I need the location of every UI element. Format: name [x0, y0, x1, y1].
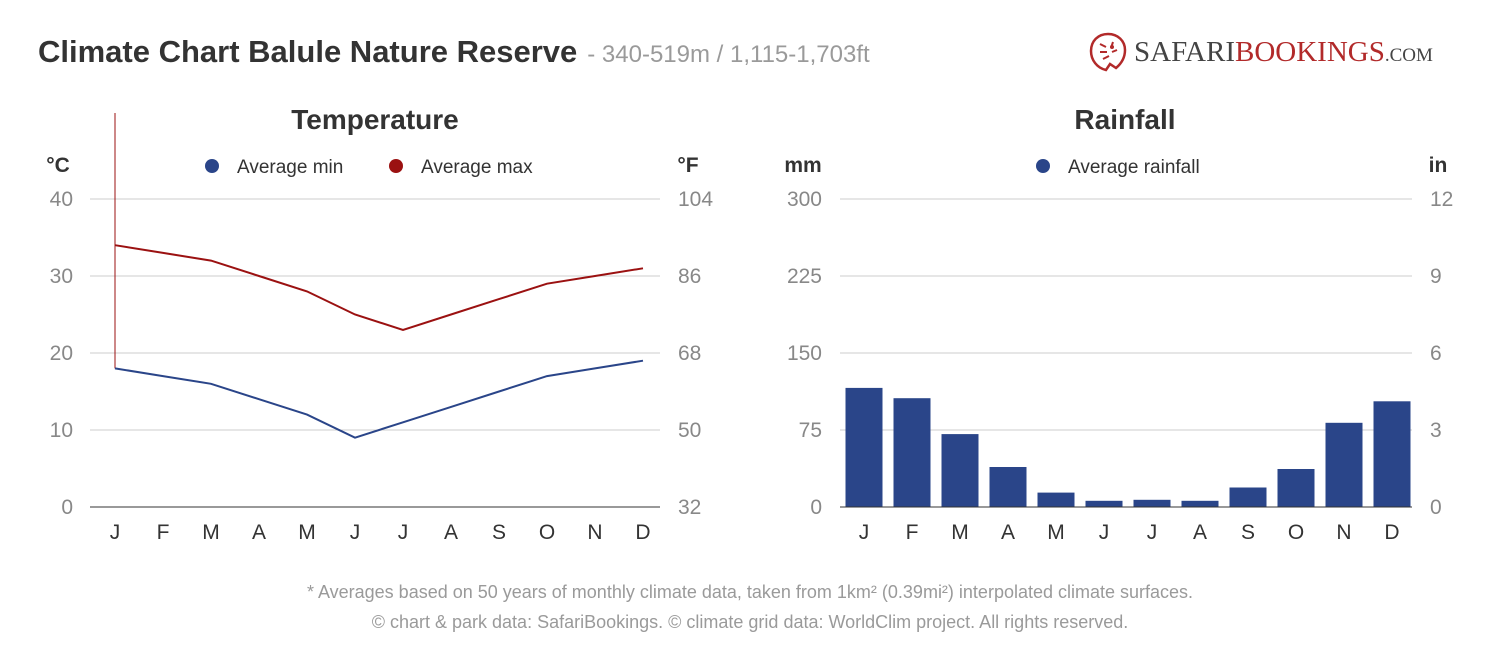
footer-credit: © chart & park data: SafariBookings. © c…	[371, 612, 1129, 632]
temperature-right-tick-label: 50	[678, 419, 701, 442]
temperature-left-tick-label: 20	[50, 342, 73, 365]
rainfall-left-unit: mm	[784, 154, 821, 177]
temperature-right-tick-label: 86	[678, 265, 701, 288]
rainfall-bar[interactable]	[1181, 500, 1219, 507]
temperature-right-unit: °F	[677, 154, 698, 177]
rainfall-x-tick-label: A	[1001, 521, 1015, 544]
temperature-x-tick-label: A	[252, 521, 266, 544]
rainfall-right-tick-label: 12	[1430, 188, 1453, 211]
rainfall-left-tick-label: 150	[787, 342, 822, 365]
rainfall-right-unit: in	[1429, 154, 1448, 177]
rainfall-chart-title: Rainfall	[1074, 104, 1175, 135]
rainfall-right-ticks: 0 3 6 9 12	[1430, 188, 1453, 519]
rainfall-right-tick-label: 3	[1430, 419, 1442, 442]
rainfall-chart: Rainfall mm in Average rainfall 0 75 150 22…	[784, 104, 1453, 544]
temperature-x-tick-label: J	[110, 521, 121, 544]
temperature-x-tick-label: D	[635, 521, 650, 544]
rainfall-bar[interactable]	[941, 434, 979, 507]
safaribookings-logo[interactable]: SAFARIBOOKINGS.COM	[1086, 30, 1466, 76]
logo-part-com: .COM	[1384, 45, 1433, 66]
rainfall-right-tick-label: 0	[1430, 496, 1442, 519]
temperature-left-tick-label: 40	[50, 188, 73, 211]
rainfall-x-tick-label: F	[906, 521, 919, 544]
rainfall-x-tick-label: M	[951, 521, 969, 544]
temperature-x-tick-label: J	[350, 521, 361, 544]
temperature-chart: Temperature °C °F Average min Average ma…	[46, 104, 713, 544]
temperature-right-tick-label: 32	[678, 496, 701, 519]
rainfall-bar[interactable]	[1037, 492, 1075, 507]
rainfall-right-tick-label: 6	[1430, 342, 1442, 365]
temperature-x-tick-label: M	[298, 521, 316, 544]
rainfall-x-tick-label: J	[859, 521, 870, 544]
rainfall-bar[interactable]	[845, 387, 883, 507]
legend-rainfall-label[interactable]: Average rainfall	[1068, 157, 1200, 178]
rainfall-bar[interactable]	[1085, 500, 1123, 507]
temperature-right-tick-label: 68	[678, 342, 701, 365]
logo-part-bookings: BOOKINGS	[1235, 36, 1385, 68]
temperature-gridlines	[90, 198, 660, 431]
temperature-x-tick-label: M	[202, 521, 220, 544]
rainfall-x-tick-label: D	[1384, 521, 1399, 544]
rainfall-bar[interactable]	[1277, 469, 1315, 507]
rainfall-bar[interactable]	[893, 398, 931, 507]
temperature-left-ticks: 0 10 20 30 40	[50, 188, 73, 519]
legend-max-label[interactable]: Average max	[421, 157, 533, 178]
rainfall-x-tick-label: J	[1147, 521, 1158, 544]
rainfall-bar[interactable]	[1229, 487, 1267, 508]
series-line-average-max	[114, 244, 644, 331]
temperature-left-unit: °C	[46, 154, 70, 177]
legend-rainfall-marker	[1036, 159, 1050, 173]
legend-min-marker	[205, 159, 219, 173]
chart-header: Climate Chart Balule Nature Reserve - 340…	[38, 34, 870, 70]
rainfall-right-tick-label: 9	[1430, 265, 1442, 288]
elevation-subtitle: - 340-519m / 1,115-1,703ft	[587, 41, 870, 68]
temperature-x-tick-label: J	[398, 521, 409, 544]
rainfall-bar[interactable]	[1325, 422, 1363, 507]
rainfall-left-ticks: 0 75 150 225 300	[787, 188, 822, 519]
temperature-left-tick-label: 10	[50, 419, 73, 442]
temperature-x-tick-label: O	[539, 521, 555, 544]
rainfall-x-tick-label: M	[1047, 521, 1065, 544]
legend-max-marker	[389, 159, 403, 173]
temperature-right-ticks: 32 50 68 86 104	[678, 188, 713, 519]
temperature-x-tick-label: S	[492, 521, 506, 544]
page-title: Climate Chart Balule Nature Reserve	[38, 34, 578, 69]
rainfall-bars	[845, 387, 1411, 508]
rainfall-bar[interactable]	[1133, 499, 1171, 507]
rainfall-x-tick-label: N	[1336, 521, 1351, 544]
legend-min-label[interactable]: Average min	[237, 157, 343, 178]
rainfall-gridlines	[840, 198, 1412, 431]
temperature-right-tick-label: 104	[678, 188, 713, 211]
temperature-chart-title: Temperature	[291, 104, 459, 135]
rainfall-x-tick-label: S	[1241, 521, 1255, 544]
temperature-x-tick-label: F	[157, 521, 170, 544]
temperature-left-tick-label: 30	[50, 265, 73, 288]
series-line-average-min	[114, 359, 644, 439]
footer-note: * Averages based on 50 years of monthly …	[306, 582, 1194, 602]
rainfall-left-tick-label: 225	[787, 265, 822, 288]
lion-logo-icon	[1089, 32, 1127, 72]
rainfall-x-tick-label: J	[1099, 521, 1110, 544]
rainfall-left-tick-label: 75	[799, 419, 822, 442]
rainfall-x-tick-label: A	[1193, 521, 1207, 544]
rainfall-left-tick-label: 300	[787, 188, 822, 211]
temperature-x-tick-label: A	[444, 521, 458, 544]
temperature-x-tick-label: N	[587, 521, 602, 544]
logo-part-safari: SAFARI	[1134, 36, 1235, 68]
temperature-left-tick-label: 0	[61, 496, 73, 519]
rainfall-bar[interactable]	[1373, 401, 1411, 507]
rainfall-bar[interactable]	[989, 467, 1027, 507]
rainfall-left-tick-label: 0	[810, 496, 822, 519]
logo-wordmark: SAFARIBOOKINGS.COM	[1134, 36, 1433, 69]
rainfall-x-tick-label: O	[1288, 521, 1304, 544]
